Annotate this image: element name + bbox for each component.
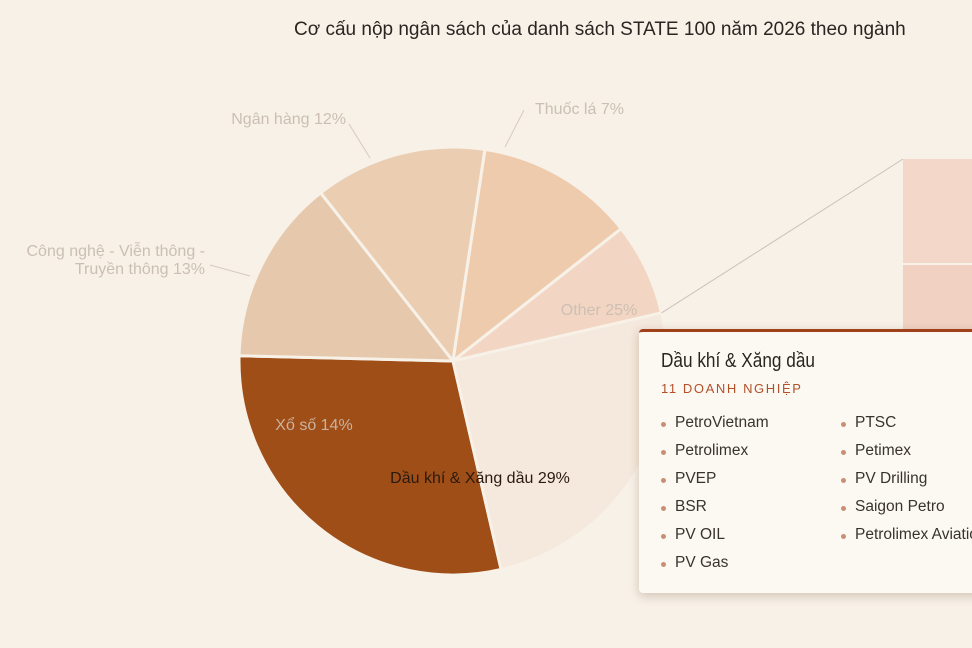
tooltip-subtitle: 11 DOANH NGHIỆP [661,381,803,396]
tooltip-company-item: PTSC [841,414,896,432]
pie-label-c-ng-ngh-vi-n-th-ng-truy-n-th-ng: Công nghệ - Viễn thông - [27,241,206,260]
breakdown-connector-line [661,158,904,314]
tooltip-company-item: BSR [661,498,707,516]
pie-leader-line [209,264,251,277]
tooltip-title: Dầu khí & Xăng dầu [661,350,815,372]
tooltip-company-item: Saigon Petro [841,498,945,516]
tooltip-company-item: PetroVietnam [661,414,769,432]
pie-label-other: Other 25% [561,302,637,319]
pie-slice-c-ng-ngh-vi-n-th-ng-truy-n-th-ng[interactable] [319,145,487,363]
chart-title: Cơ cấu nộp ngân sách của danh sách STATE… [294,19,906,40]
pie-slice-d-u-kh-x-ng-d-u[interactable] [237,354,503,577]
tooltip-company-item: Petimex [841,442,911,460]
pie-slice-x-s-[interactable] [237,191,455,363]
pie-leader-line [348,123,371,159]
tooltip-company-item: Petrolimex Aviation [841,526,972,544]
tooltip-company-item: PV Gas [661,554,728,572]
tooltip-company-item: PV OIL [661,526,725,544]
pie-label-x-s-: Xổ số 14% [275,416,352,434]
breakdown-bar-segment [903,159,972,263]
tooltip-company-item: PV Drilling [841,470,927,488]
pie-label-thu-c-l-: Thuốc lá 7% [535,101,624,118]
pie-label-c-ng-ngh-vi-n-th-ng-truy-n-th-ng: Truyền thông 13% [75,261,205,278]
category-tooltip: Dầu khí & Xăng dầu 11 DOANH NGHIỆP Petro… [639,329,972,593]
pie-label-d-u-kh-x-ng-d-u: Dầu khí & Xăng dầu 29% [390,470,570,487]
tooltip-company-item: PVEP [661,470,716,488]
tooltip-company-item: Petrolimex [661,442,748,460]
pie-slice-ng-n-h-ng[interactable] [451,147,623,363]
pie-leader-line [504,109,525,148]
pie-label-ng-n-h-ng: Ngân hàng 12% [231,111,346,128]
